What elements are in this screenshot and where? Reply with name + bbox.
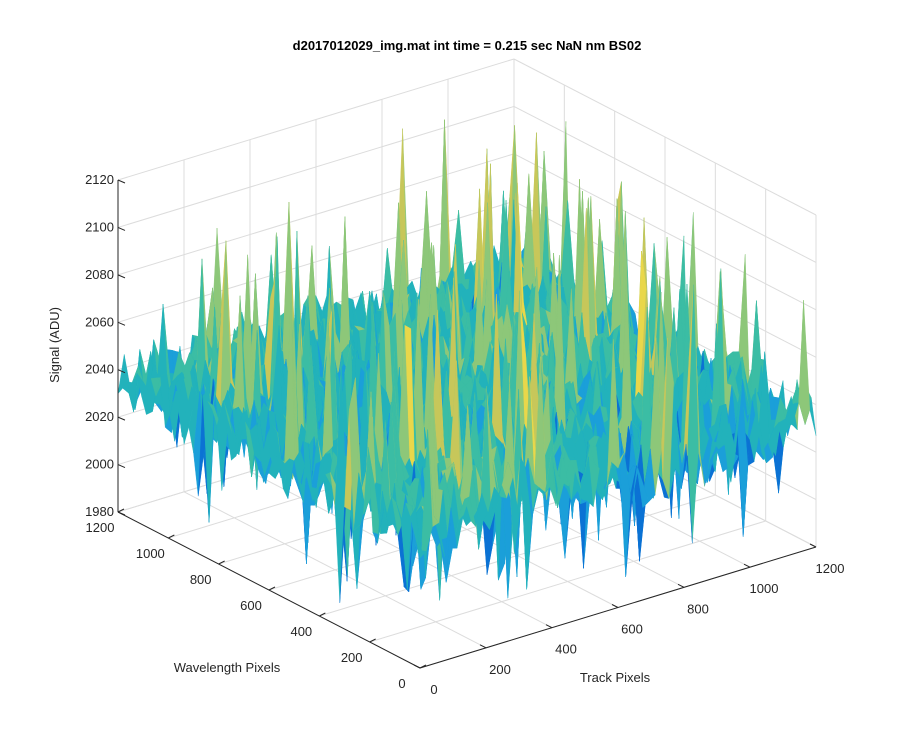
x-axis-label: Track Pixels	[580, 670, 651, 685]
surface-patch	[415, 507, 427, 559]
x-tick-mark	[545, 624, 553, 629]
z-tick-label: 2040	[85, 362, 114, 377]
y-tick-mark	[369, 638, 376, 643]
surface-plot	[117, 119, 817, 603]
x-tick-mark	[743, 563, 751, 568]
back-wall-grid-line	[117, 58, 515, 181]
x-tick-label: 800	[687, 601, 709, 616]
z-tick-mark	[117, 274, 126, 279]
x-tick-mark	[677, 583, 685, 588]
z-tick-label: 2100	[85, 219, 114, 234]
x-tick-mark	[413, 664, 421, 669]
z-tick-mark	[117, 226, 126, 231]
tick-labels: 0 200 400 600 800 1000 1200 0 200 400 600 800 1000 12…	[85, 172, 844, 697]
x-tick-label: 200	[489, 662, 511, 677]
y-tick-mark	[218, 560, 225, 565]
y-tick-label: 200	[341, 650, 363, 665]
back-wall-grid-line	[117, 105, 515, 228]
x-tick-label: 1000	[750, 581, 779, 596]
side-wall-grid-line	[513, 105, 817, 263]
y-tick-mark	[168, 534, 175, 539]
x-tick-mark	[611, 604, 619, 608]
x-tick-mark	[809, 543, 817, 548]
z-tick-mark	[117, 179, 126, 184]
z-tick-label: 1980	[85, 504, 114, 519]
y-tick-mark	[419, 664, 427, 669]
y-tick-mark	[319, 612, 326, 617]
z-tick-mark	[117, 464, 126, 469]
y-tick-mark	[268, 586, 276, 591]
chart-title: d2017012029_img.mat int time = 0.215 sec…	[293, 38, 642, 53]
y-tick-label: 0	[398, 676, 405, 691]
floor-grid-line	[369, 520, 766, 643]
x-tick-label: 600	[621, 622, 643, 637]
z-tick-mark	[117, 321, 126, 326]
y-tick-mark	[117, 508, 125, 513]
z-tick-mark	[117, 416, 126, 421]
z-axis-label: Signal (ADU)	[47, 307, 62, 383]
side-wall-grid-line	[513, 58, 817, 216]
back-wall-grid-line	[117, 153, 515, 276]
z-tick-label: 2060	[85, 314, 114, 329]
y-axis-label: Wavelength Pixels	[174, 660, 281, 675]
z-tick-mark	[117, 369, 126, 374]
y-tick-label: 1200	[86, 520, 115, 535]
x-tick-label: 400	[555, 642, 577, 657]
z-tick-label: 2120	[85, 172, 114, 187]
x-tick-mark	[479, 644, 487, 649]
x-tick-label: 1200	[816, 561, 845, 576]
y-tick-label: 600	[240, 598, 262, 613]
z-tick-label: 2020	[85, 409, 114, 424]
y-tick-label: 800	[190, 572, 212, 587]
z-tick-mark	[117, 511, 126, 516]
y-tick-label: 1000	[136, 546, 165, 561]
z-tick-label: 2080	[85, 267, 114, 282]
z-tick-label: 2000	[85, 457, 114, 472]
x-tick-label: 0	[430, 682, 437, 697]
y-tick-label: 400	[290, 624, 312, 639]
axes	[117, 179, 817, 669]
